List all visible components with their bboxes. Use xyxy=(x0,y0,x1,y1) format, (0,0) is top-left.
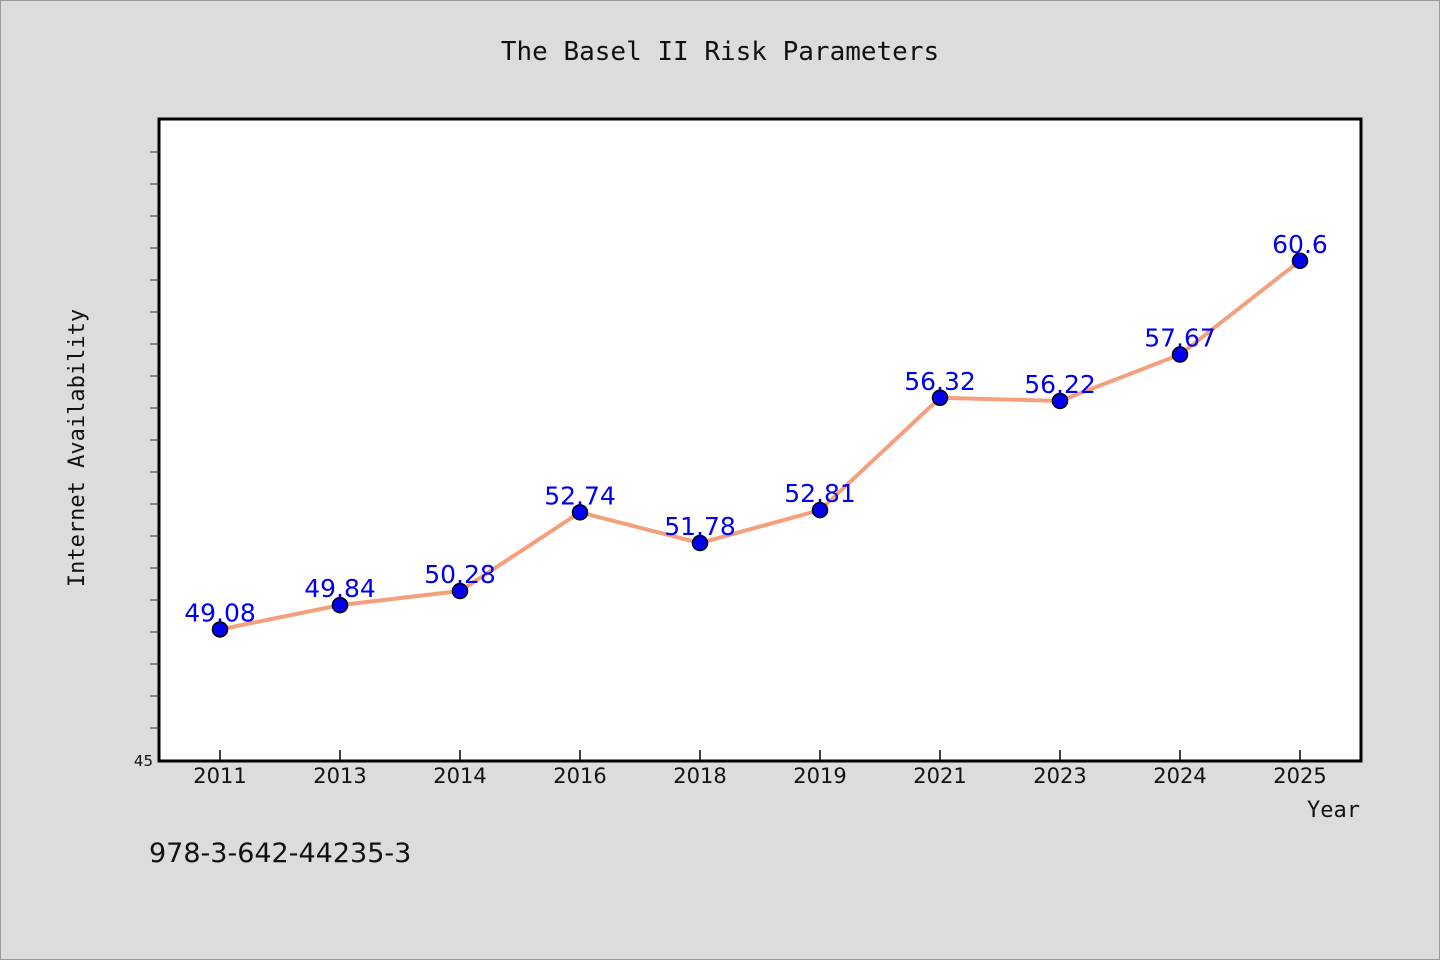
x-axis-ticks: 2011 2013 2014 2016 2018 2019 2021 2023 2024 2025 xyxy=(193,750,1327,788)
y-axis-ticks xyxy=(150,151,160,729)
data-point xyxy=(571,504,589,521)
x-tick-label: 2024 xyxy=(1153,764,1206,788)
data-point xyxy=(1291,252,1309,270)
data-point xyxy=(811,501,829,519)
data-point xyxy=(1051,392,1069,410)
data-point xyxy=(211,621,229,638)
y-tick-label: 45 xyxy=(134,752,153,770)
data-point xyxy=(1171,346,1189,363)
series-line xyxy=(218,258,1302,632)
data-label: 49.84 xyxy=(304,574,376,603)
data-point xyxy=(451,582,469,600)
footer-isbn: 978-3-642-44235-3 xyxy=(149,838,411,869)
data-label: 56.32 xyxy=(904,367,976,396)
data-label: 49.08 xyxy=(184,598,256,627)
data-label: 51.78 xyxy=(664,512,736,541)
series-layer: 49.08 49.84 50.28 52.74 51.78 52.81 56.32 56.22… xyxy=(184,230,1328,638)
x-tick-label: 2016 xyxy=(553,764,606,788)
chart-title: The Basel II Risk Parameters xyxy=(501,37,939,67)
plot-area xyxy=(157,117,1363,763)
x-tick-label: 2013 xyxy=(313,764,366,788)
x-tick-label: 2019 xyxy=(793,764,846,788)
x-tick-label: 2021 xyxy=(913,764,966,788)
data-label: 60.6 xyxy=(1272,230,1328,259)
data-point xyxy=(931,389,949,407)
x-tick-label: 2025 xyxy=(1273,764,1326,788)
x-tick-label: 2023 xyxy=(1033,764,1086,788)
data-label: 52.74 xyxy=(544,481,616,510)
data-label: 57.67 xyxy=(1144,324,1216,353)
x-axis-label: Year xyxy=(1307,798,1360,823)
x-tick-label: 2011 xyxy=(193,764,246,788)
x-tick-label: 2018 xyxy=(673,764,726,788)
data-label: 50.28 xyxy=(424,560,496,589)
x-tick-label: 2014 xyxy=(433,764,486,788)
data-point xyxy=(331,596,349,614)
data-point xyxy=(691,534,709,552)
data-label: 56.22 xyxy=(1024,370,1096,399)
y-axis-label: Internet Availability xyxy=(65,309,90,587)
data-label: 52.81 xyxy=(784,479,856,508)
